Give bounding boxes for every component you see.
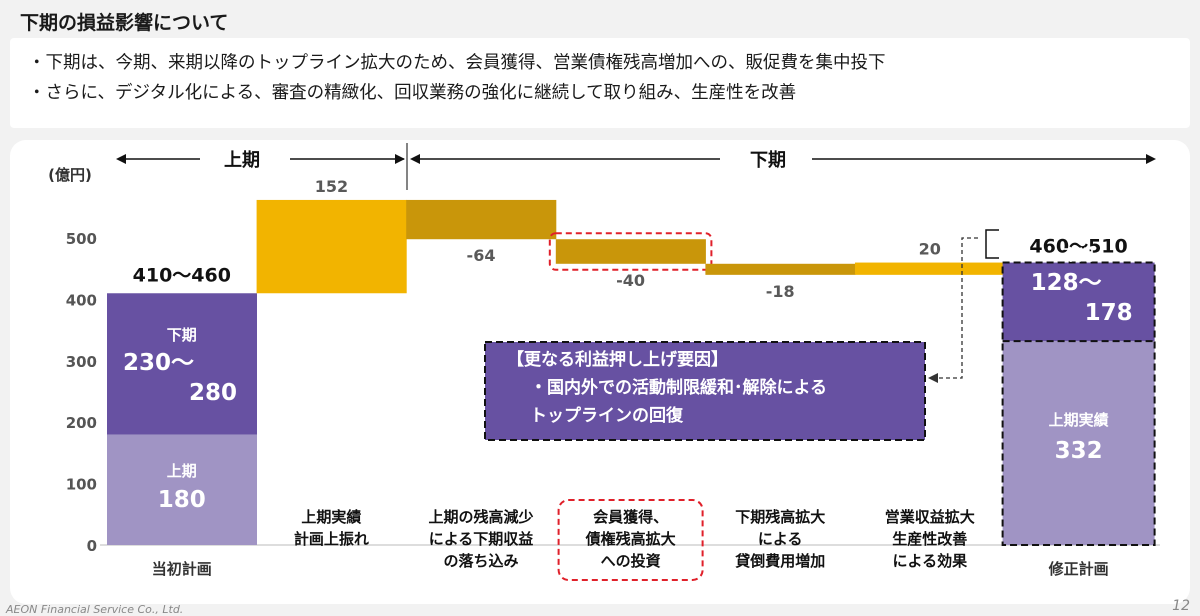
bullet-1: ・下期は、今期、来期以降のトップライン拡大のため、会員獲得、営業債権残高増加への… [28,53,886,73]
y-tick-label: 0 [87,537,97,555]
bar-initial-second-half [107,293,257,435]
data-label: -40 [616,271,645,290]
period-label-first-half: 上期 [224,150,260,171]
y-tick-label: 200 [66,414,97,432]
bar-change [406,199,557,240]
data-label: 152 [315,177,348,196]
bracket [985,229,999,259]
bar-change [256,199,407,294]
bullet-2: ・さらに、デジタル化による、審査の精緻化、回収業務の強化に継続して取り組み、生産… [28,83,797,103]
bar-revised-first-half [1002,341,1155,545]
arrow-head [1146,154,1156,164]
bar-label: 上期 [167,462,197,480]
y-tick-label: 100 [66,476,97,494]
data-label: -18 [766,282,795,301]
callout-line: トップラインの回復 [530,405,684,426]
arrow-head [116,154,126,164]
y-tick-label: 500 [66,230,97,248]
bar-label: 下期 [1064,246,1094,264]
category-label: 上期の残高減少による下期収益の落ち込み [428,508,533,570]
bar-revised-second-half [1002,262,1155,342]
arrow-head [928,373,938,383]
page-number: 12 [1172,598,1190,614]
bar-change [855,262,1006,275]
y-tick-label: 400 [66,291,97,309]
category-label: 当初計画 [152,560,212,578]
data-label: 128～ [1031,270,1102,296]
category-label: 営業収益拡大生産性改善による効果 [885,508,975,570]
bar-label: 上期実績 [1049,411,1109,429]
highlight-box [548,232,713,271]
summary-box: ・下期は、今期、来期以降のトップライン拡大のため、会員獲得、営業債権残高増加への… [10,38,1190,128]
bar-change [705,263,856,275]
arrow-head [410,154,420,164]
revised-range-border [1001,261,1156,546]
category-label: 修正計画 [1048,560,1109,578]
bar-change [555,239,706,264]
bar-initial-first-half [107,434,257,545]
data-label: 230～ [123,350,194,376]
callout-connector [936,237,978,379]
category-label: 上期実績計画上振れ [294,508,369,548]
arrow-head [395,154,405,164]
callout-line: 【更なる利益押し上げ要因】 [507,349,728,370]
data-label: 332 [1055,438,1103,464]
category-label: 会員獲得、債権残高拡大への投資 [585,508,676,570]
y-axis-unit: (億円) [48,166,92,184]
callout-box [484,341,926,441]
data-label: 180 [158,487,206,513]
category-label: 下期残高拡大による貸倒費用増加 [735,508,825,570]
y-tick-label: 300 [66,353,97,371]
page-title: 下期の損益影響について [20,12,229,34]
total-label: 460～510 [1029,236,1127,258]
data-label: -64 [467,246,496,265]
total-label: 410～460 [133,264,231,286]
highlight-box [557,499,704,581]
footer-company: AEON Financial Service Co., Ltd. [6,603,184,616]
data-label: 20 [919,240,941,259]
callout-line: ・国内外での活動制限緩和･解除による [530,377,827,398]
data-label: 280 [189,380,237,406]
period-label-second-half: 下期 [750,150,786,171]
bar-label: 下期 [167,326,197,344]
data-label: 178 [1085,300,1133,326]
